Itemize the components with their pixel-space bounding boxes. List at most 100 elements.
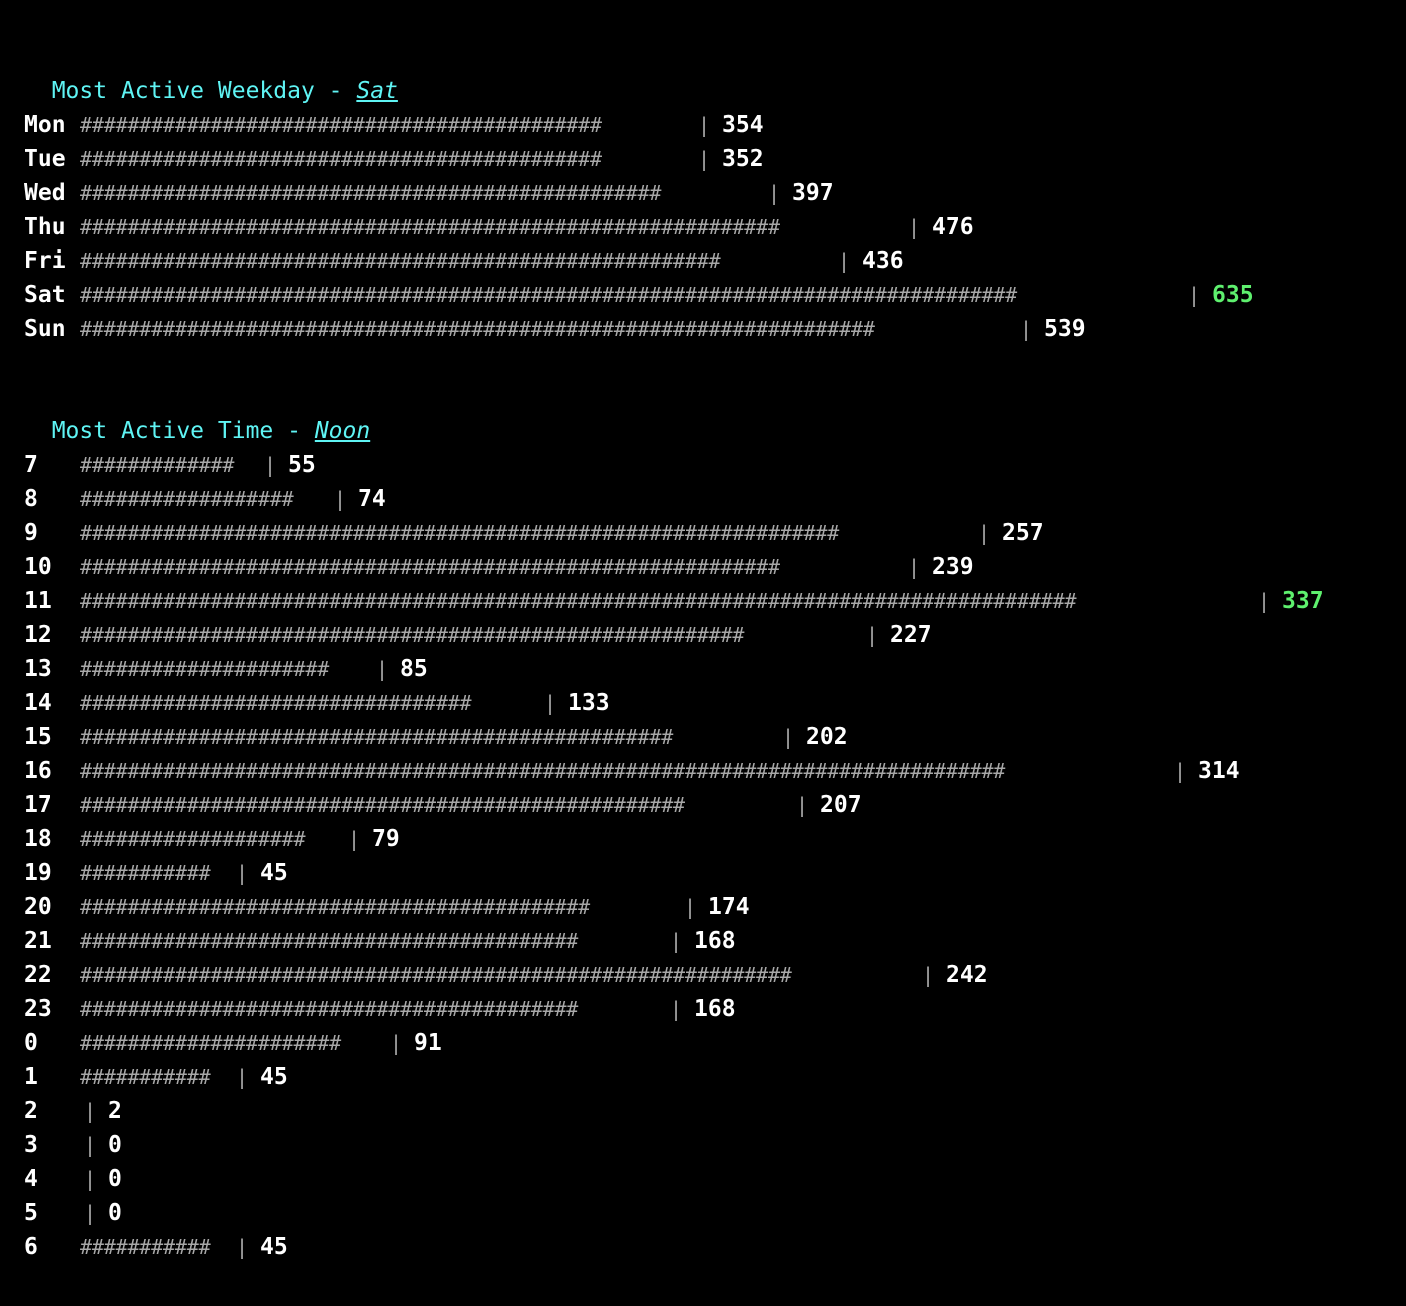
hour-bar: ########################################…: [80, 963, 792, 987]
weekday-bar: ########################################…: [80, 215, 780, 239]
weekday-section-title: Most Active Weekday - Sat: [24, 40, 398, 104]
weekday-label: Fri: [24, 248, 66, 274]
hour-value: 2: [108, 1098, 122, 1124]
hour-bar: #############: [80, 453, 235, 477]
hour-bar: ###########: [80, 1065, 211, 1089]
hour-bar-separator: |: [908, 555, 921, 579]
hour-bar-separator: |: [670, 997, 683, 1021]
weekday-value: 539: [1044, 316, 1086, 342]
hour-bar: ###########: [80, 861, 211, 885]
hour-label: 1: [24, 1064, 38, 1090]
hour-bar: ##################: [80, 487, 294, 511]
hour-bar-separator: |: [684, 895, 697, 919]
hour-bar: ########################################…: [80, 589, 1077, 613]
hour-bar-separator: |: [334, 487, 347, 511]
weekday-bar: ########################################…: [80, 249, 721, 273]
hour-label: 20: [24, 894, 52, 920]
hour-value: 0: [108, 1132, 122, 1158]
hour-value: 45: [260, 1234, 288, 1260]
hour-value: 202: [806, 724, 848, 750]
weekday-value: 436: [862, 248, 904, 274]
hour-bar: ########################################…: [80, 997, 579, 1021]
hour-value: 45: [260, 1064, 288, 1090]
hour-bar-separator: |: [376, 657, 389, 681]
hour-label: 23: [24, 996, 52, 1022]
hour-bar: ########################################…: [80, 793, 685, 817]
hour-value: 91: [414, 1030, 442, 1056]
hour-value: 74: [358, 486, 386, 512]
weekday-value: 397: [792, 180, 834, 206]
hour-value: 174: [708, 894, 750, 920]
weekday-label: Thu: [24, 214, 66, 240]
weekday-bar-separator: |: [908, 215, 921, 239]
hour-bar-separator: |: [348, 827, 361, 851]
weekday-bar-separator: |: [698, 113, 711, 137]
time-title-highlight: Noon: [314, 418, 371, 444]
hour-bar-separator: |: [782, 725, 795, 749]
hour-bar: ########################################…: [80, 895, 591, 919]
hour-label: 21: [24, 928, 52, 954]
hour-bar-separator: |: [236, 1065, 249, 1089]
hour-label: 14: [24, 690, 52, 716]
weekday-bar-separator: |: [1020, 317, 1033, 341]
hour-bar-separator: |: [978, 521, 991, 545]
hour-label: 10: [24, 554, 52, 580]
weekday-title-highlight: Sat: [356, 78, 398, 104]
hour-bar-separator: |: [84, 1201, 97, 1225]
weekday-bar: ########################################…: [80, 181, 662, 205]
weekday-label: Sat: [24, 282, 66, 308]
hour-bar: ########################################…: [80, 521, 840, 545]
hour-label: 12: [24, 622, 52, 648]
hour-label: 5: [24, 1200, 38, 1226]
hour-label: 6: [24, 1234, 38, 1260]
hour-value: 242: [946, 962, 988, 988]
hour-value: 0: [108, 1166, 122, 1192]
hour-bar: ########################################…: [80, 555, 780, 579]
weekday-bar: ########################################…: [80, 283, 1018, 307]
hour-bar-separator: |: [236, 1235, 249, 1259]
hour-bar-separator: |: [84, 1099, 97, 1123]
hour-label: 19: [24, 860, 52, 886]
hour-label: 3: [24, 1132, 38, 1158]
hour-label: 11: [24, 588, 52, 614]
hour-bar: ###################: [80, 827, 306, 851]
hour-bar: #################################: [80, 691, 472, 715]
hour-bar-separator: |: [796, 793, 809, 817]
hour-label: 4: [24, 1166, 38, 1192]
weekday-value: 635: [1212, 282, 1254, 308]
hour-value: 133: [568, 690, 610, 716]
hour-value: 45: [260, 860, 288, 886]
weekday-bar: ########################################…: [80, 317, 875, 341]
weekday-bar: ########################################…: [80, 113, 602, 137]
hour-bar: #####################: [80, 657, 330, 681]
hour-value: 55: [288, 452, 316, 478]
hour-label: 22: [24, 962, 52, 988]
hour-bar-separator: |: [264, 453, 277, 477]
hour-label: 9: [24, 520, 38, 546]
hour-bar: ########################################…: [80, 623, 745, 647]
hour-label: 16: [24, 758, 52, 784]
hour-label: 7: [24, 452, 38, 478]
weekday-bar-separator: |: [1188, 283, 1201, 307]
hour-bar-separator: |: [1258, 589, 1271, 613]
hour-bar-separator: |: [544, 691, 557, 715]
weekday-label: Tue: [24, 146, 66, 172]
hour-label: 2: [24, 1098, 38, 1124]
time-title-prefix: Most Active Time -: [51, 418, 315, 444]
hour-label: 0: [24, 1030, 38, 1056]
hour-label: 13: [24, 656, 52, 682]
weekday-label: Wed: [24, 180, 66, 206]
weekday-label: Mon: [24, 112, 66, 138]
hour-bar: ########################################…: [80, 759, 1006, 783]
weekday-title-prefix: Most Active Weekday -: [51, 78, 357, 104]
hour-bar-separator: |: [1174, 759, 1187, 783]
hour-value: 257: [1002, 520, 1044, 546]
hour-bar-separator: |: [236, 861, 249, 885]
hour-bar: ########################################…: [80, 929, 579, 953]
hour-bar: ########################################…: [80, 725, 674, 749]
hour-value: 79: [372, 826, 400, 852]
hour-label: 15: [24, 724, 52, 750]
time-section-title: Most Active Time - Noon: [24, 380, 371, 444]
weekday-bar-separator: |: [698, 147, 711, 171]
weekday-bar-separator: |: [768, 181, 781, 205]
